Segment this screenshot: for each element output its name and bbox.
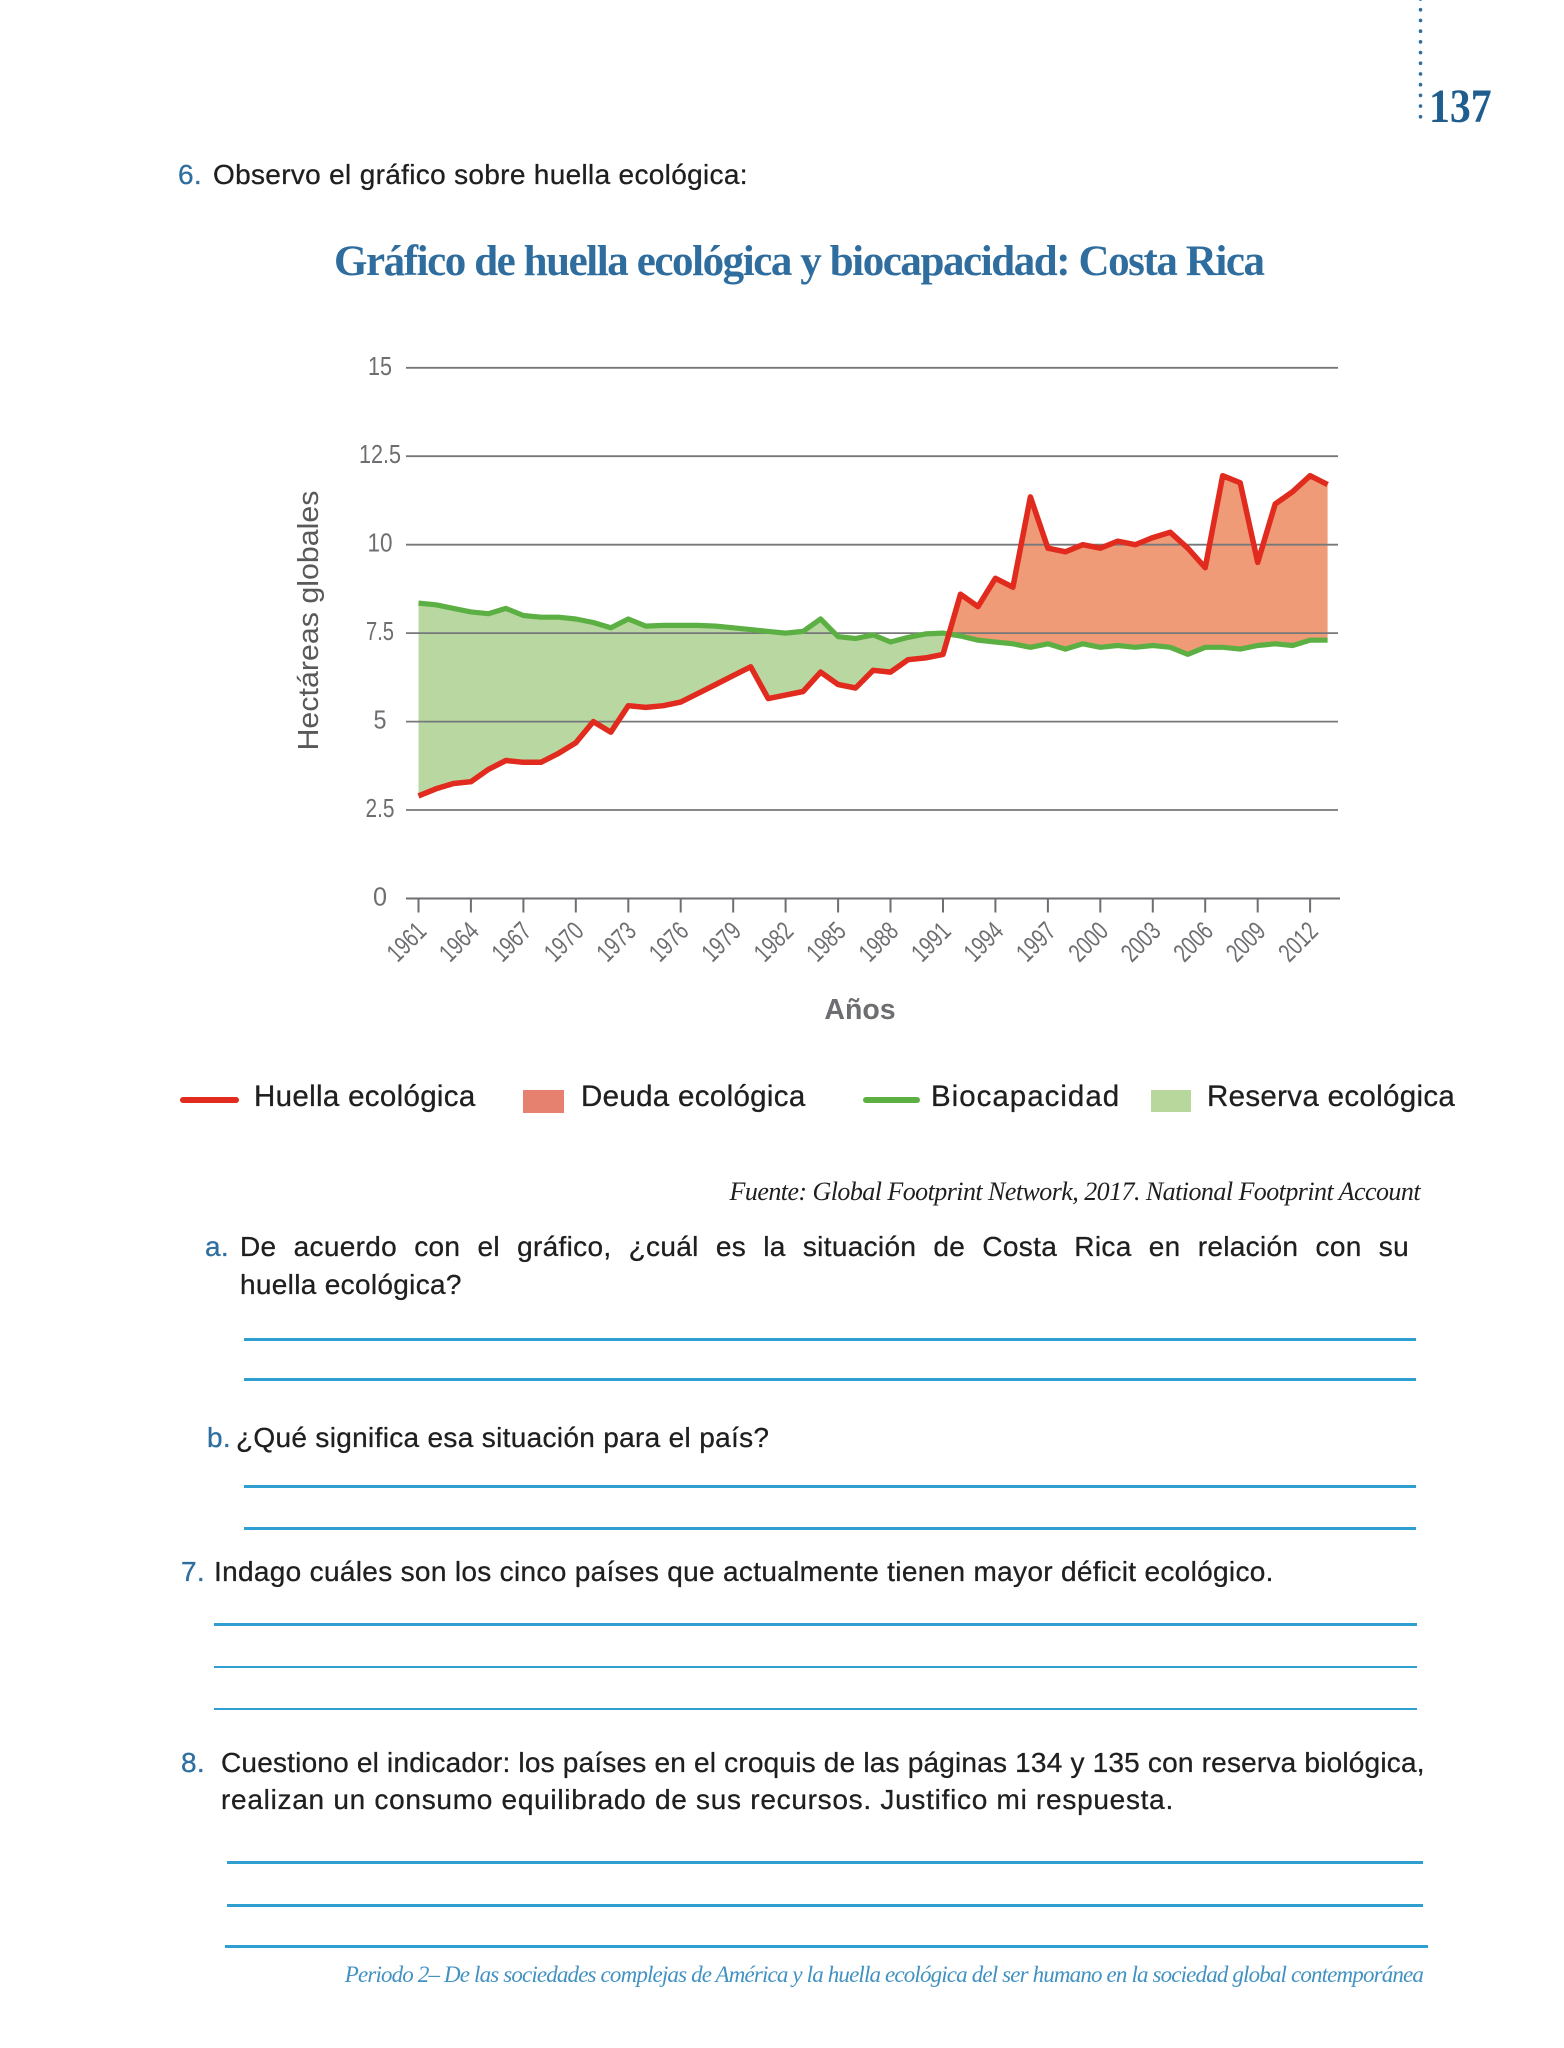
svg-text:1970: 1970 [538, 916, 590, 968]
svg-text:1961: 1961 [381, 916, 433, 968]
svg-text:1988: 1988 [853, 916, 905, 968]
svg-text:2.5: 2.5 [366, 793, 395, 823]
svg-text:1967: 1967 [485, 916, 537, 968]
svg-text:15: 15 [368, 351, 392, 381]
svg-text:1964: 1964 [433, 916, 485, 968]
svg-text:1973: 1973 [590, 916, 642, 968]
svg-text:2006: 2006 [1167, 916, 1219, 968]
svg-text:2012: 2012 [1272, 916, 1324, 968]
svg-text:5: 5 [374, 705, 387, 735]
svg-text:2003: 2003 [1115, 916, 1167, 968]
svg-text:1982: 1982 [748, 916, 800, 968]
svg-text:1994: 1994 [957, 916, 1009, 968]
svg-text:7.5: 7.5 [366, 616, 394, 646]
svg-text:1985: 1985 [800, 916, 852, 968]
svg-text:1979: 1979 [695, 916, 747, 968]
svg-text:1976: 1976 [643, 916, 695, 968]
svg-text:0: 0 [373, 882, 387, 912]
svg-text:1997: 1997 [1010, 916, 1062, 968]
svg-text:2009: 2009 [1220, 916, 1272, 968]
svg-text:2000: 2000 [1062, 916, 1114, 968]
svg-text:1991: 1991 [905, 916, 957, 968]
svg-text:12.5: 12.5 [359, 439, 401, 469]
svg-text:Años: Años [824, 994, 895, 1026]
svg-text:Hectáreas globales: Hectáreas globales [293, 491, 325, 751]
svg-text:10: 10 [368, 528, 393, 558]
